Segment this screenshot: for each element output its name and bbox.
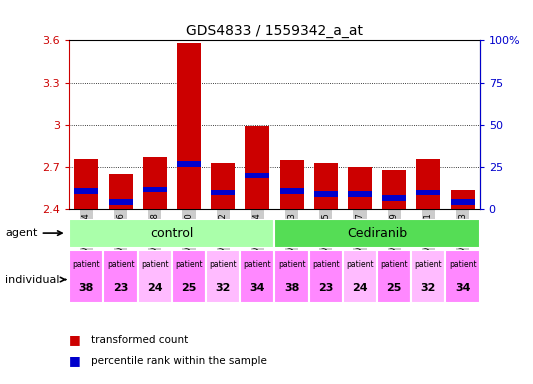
Bar (450, 199, 474, 205)
Text: 25: 25 (386, 283, 402, 293)
Text: 23: 23 (113, 283, 128, 293)
Text: 23: 23 (318, 283, 334, 293)
Text: patient: patient (72, 260, 100, 269)
Bar (75, 159, 99, 209)
Bar (343, 250, 377, 303)
Text: patient: patient (312, 260, 340, 269)
Text: 34: 34 (249, 283, 265, 293)
Bar (416, 159, 440, 209)
Text: 38: 38 (284, 283, 300, 293)
Bar (382, 195, 406, 201)
Title: GDS4833 / 1559342_a_at: GDS4833 / 1559342_a_at (186, 24, 363, 38)
Text: patient: patient (209, 260, 237, 269)
Text: patient: patient (346, 260, 374, 269)
Text: percentile rank within the sample: percentile rank within the sample (91, 356, 266, 366)
Bar (274, 250, 309, 303)
Text: transformed count: transformed count (91, 335, 188, 345)
Bar (280, 160, 304, 209)
Text: patient: patient (107, 260, 134, 269)
Bar (177, 43, 201, 209)
Bar (245, 126, 269, 209)
Text: individual: individual (5, 275, 66, 285)
Text: control: control (150, 227, 193, 240)
Bar (206, 250, 240, 303)
Text: patient: patient (278, 260, 305, 269)
Text: ■: ■ (69, 354, 81, 367)
Text: 38: 38 (79, 283, 94, 293)
Text: 24: 24 (147, 283, 163, 293)
Bar (69, 219, 274, 248)
Bar (245, 173, 269, 178)
Text: patient: patient (415, 260, 442, 269)
Bar (348, 191, 372, 197)
Bar (280, 188, 304, 194)
Bar (416, 190, 440, 195)
Bar (143, 187, 167, 192)
Text: 34: 34 (455, 283, 470, 293)
Bar (69, 250, 103, 303)
Bar (103, 250, 138, 303)
Bar (143, 157, 167, 209)
Bar (172, 250, 206, 303)
Bar (240, 250, 274, 303)
Text: patient: patient (381, 260, 408, 269)
Text: patient: patient (244, 260, 271, 269)
Bar (138, 250, 172, 303)
Bar (109, 199, 133, 205)
Bar (75, 188, 99, 194)
Text: agent: agent (5, 228, 62, 238)
Bar (211, 190, 235, 195)
Bar (377, 250, 411, 303)
Text: 25: 25 (181, 283, 197, 293)
Text: 24: 24 (352, 283, 368, 293)
Bar (348, 167, 372, 209)
Bar (274, 219, 480, 248)
Bar (314, 163, 338, 209)
Text: Cediranib: Cediranib (347, 227, 407, 240)
Text: patient: patient (449, 260, 477, 269)
Bar (211, 163, 235, 209)
Bar (450, 190, 474, 209)
Text: patient: patient (141, 260, 168, 269)
Bar (314, 191, 338, 197)
Text: patient: patient (175, 260, 203, 269)
Text: 32: 32 (421, 283, 436, 293)
Bar (382, 170, 406, 209)
Text: ■: ■ (69, 333, 81, 346)
Bar (309, 250, 343, 303)
Bar (446, 250, 480, 303)
Bar (411, 250, 446, 303)
Bar (109, 174, 133, 209)
Text: 32: 32 (215, 283, 231, 293)
Bar (177, 161, 201, 167)
